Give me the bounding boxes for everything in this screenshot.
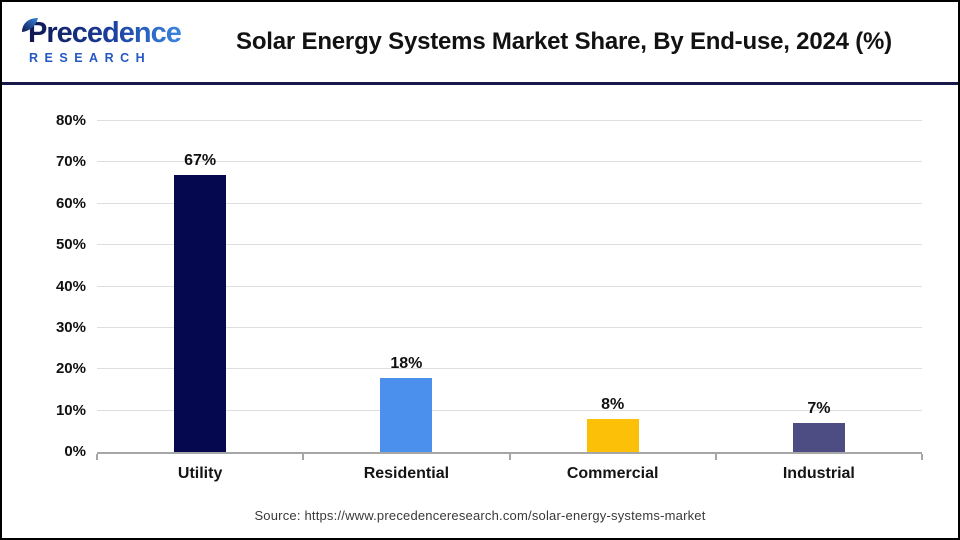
bar-residential (380, 377, 433, 452)
plot-area: 0% 10% 20% 30% 40% 50% 60% 70% 80% 67% Utility 18% R… (56, 112, 923, 482)
gridline (97, 161, 922, 163)
x-axis-tick (302, 454, 305, 460)
y-axis-tick-label: 0% (64, 443, 86, 460)
bar-value-label: 18% (390, 354, 423, 372)
gridline (97, 202, 922, 204)
x-axis-category-label: Utility (177, 465, 223, 482)
y-axis-tick-label: 20% (55, 360, 86, 378)
logo-wordmark-row: Precedence (22, 17, 216, 49)
x-axis-tick (714, 454, 717, 460)
bar-utility (174, 174, 227, 452)
y-axis-tick-label: 50% (55, 236, 86, 254)
x-axis-tick (508, 454, 511, 460)
bar-value-label: 7% (807, 400, 831, 418)
x-axis-line (97, 452, 922, 454)
bar-industrial (792, 423, 845, 452)
gridline (97, 368, 922, 370)
gridline (97, 409, 922, 411)
bar-value-label: 67% (184, 151, 217, 169)
header: Precedence RESEARCH Solar Energy Systems… (2, 2, 958, 82)
y-axis-tick-label: 10% (55, 401, 86, 419)
gridline (97, 285, 922, 287)
chart-region: 0% 10% 20% 30% 40% 50% 60% 70% 80% 67% Utility 18% R… (2, 85, 958, 538)
y-axis-tick-label: 60% (55, 194, 86, 212)
gridline (97, 326, 922, 328)
brand-logo: Precedence RESEARCH (22, 17, 216, 65)
x-axis-category-label: Industrial (782, 465, 855, 482)
x-axis-tick (96, 454, 98, 460)
y-axis-tick-label: 40% (55, 277, 86, 295)
bar-commercial (586, 418, 639, 452)
logo-wordmark: Precedence (28, 17, 182, 49)
gridline (97, 244, 922, 246)
bar-value-label: 8% (601, 395, 625, 413)
y-axis-tick-label: 80% (55, 112, 86, 129)
logo-subtext: RESEARCH (29, 51, 152, 65)
gridline (97, 120, 922, 121)
source-text: Source: https://www.precedenceresearch.c… (254, 508, 706, 523)
x-axis-category-label: Commercial (566, 465, 659, 482)
leaf-icon (21, 10, 39, 39)
header-divider (2, 82, 958, 85)
chart-title: Solar Energy Systems Market Share, By En… (236, 28, 892, 55)
y-axis-tick-label: 70% (55, 153, 86, 171)
x-axis-tick (921, 454, 923, 460)
y-axis-tick-label: 30% (55, 318, 86, 336)
x-axis-category-label: Residential (363, 465, 450, 482)
